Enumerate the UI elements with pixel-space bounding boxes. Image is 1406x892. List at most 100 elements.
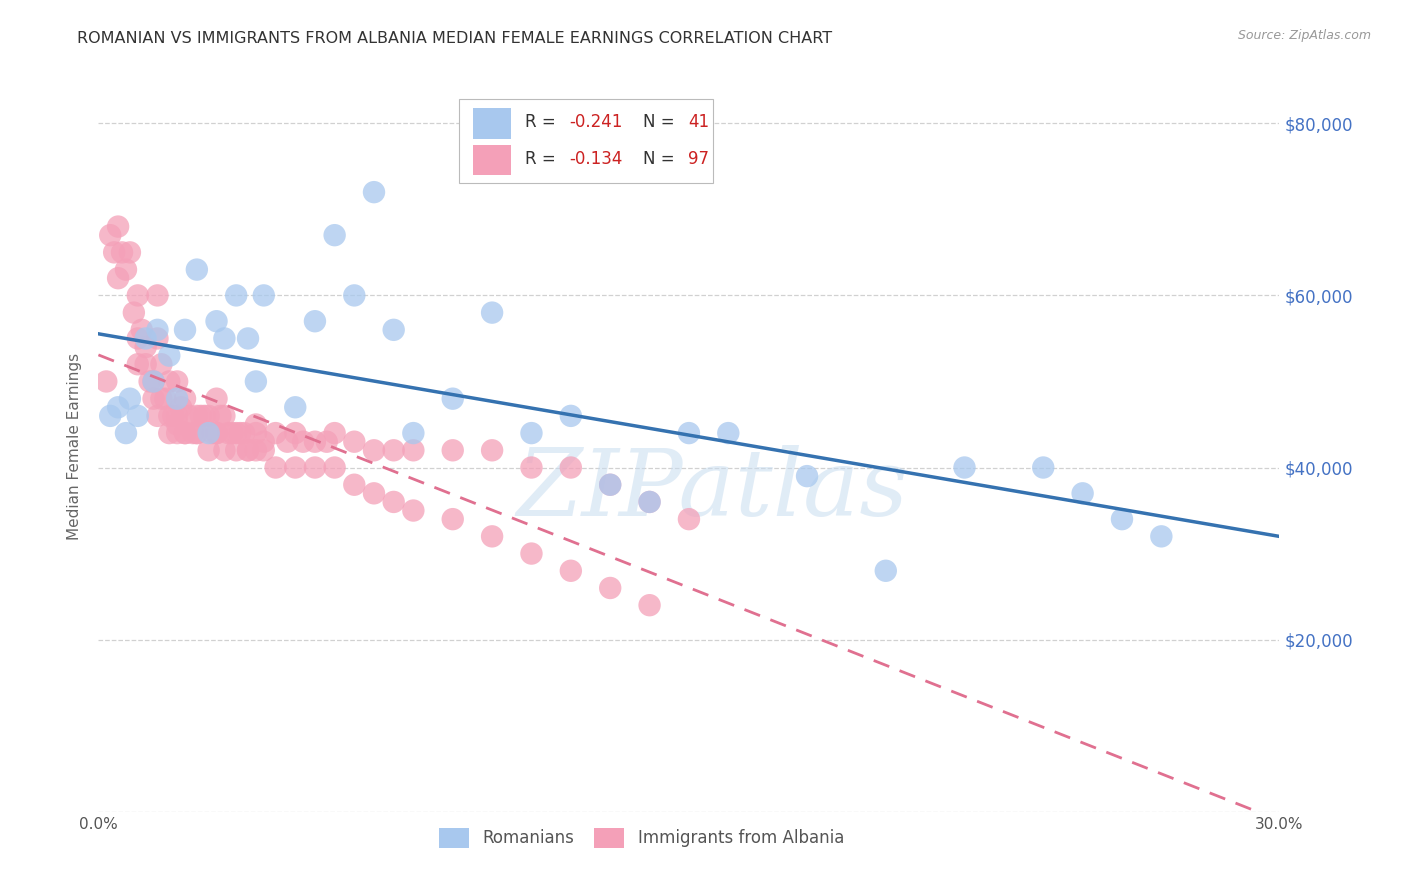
Point <box>253 288 276 302</box>
Point <box>135 357 157 371</box>
Point <box>205 426 228 441</box>
Point <box>1150 529 1173 543</box>
Point <box>157 349 180 363</box>
Point <box>520 426 543 441</box>
Point <box>599 477 621 491</box>
Point <box>146 331 169 345</box>
Point <box>225 288 247 302</box>
Point <box>875 564 897 578</box>
Point <box>166 417 188 432</box>
Point <box>343 288 366 302</box>
Point <box>796 469 818 483</box>
Point <box>138 375 160 389</box>
Point <box>236 443 259 458</box>
Point <box>233 426 256 441</box>
Point <box>253 443 276 458</box>
Point <box>245 443 267 458</box>
Point <box>186 426 208 441</box>
Point <box>170 401 193 415</box>
Point <box>197 409 219 423</box>
Point <box>284 401 307 415</box>
FancyBboxPatch shape <box>458 99 713 183</box>
Point <box>131 323 153 337</box>
Text: 41: 41 <box>688 113 709 131</box>
Point <box>292 434 315 449</box>
Point <box>111 245 134 260</box>
Point <box>174 323 197 337</box>
Point <box>560 460 582 475</box>
Point <box>520 460 543 475</box>
Point <box>127 288 149 302</box>
Point <box>174 426 197 441</box>
Point <box>127 331 149 345</box>
Point <box>236 443 259 458</box>
Legend: Romanians, Immigrants from Albania: Romanians, Immigrants from Albania <box>433 821 851 855</box>
Point <box>276 434 298 449</box>
Point <box>155 392 177 406</box>
Point <box>177 409 200 423</box>
Point <box>323 426 346 441</box>
Point <box>127 357 149 371</box>
Point <box>343 477 366 491</box>
Text: -0.241: -0.241 <box>569 113 623 131</box>
Point <box>638 495 661 509</box>
Point <box>135 340 157 354</box>
Text: -0.134: -0.134 <box>569 150 623 168</box>
Point <box>214 443 236 458</box>
Point <box>157 409 180 423</box>
Point <box>127 409 149 423</box>
Point <box>118 245 141 260</box>
Point <box>1032 460 1054 475</box>
Text: R =: R = <box>524 113 555 131</box>
Point <box>197 426 219 441</box>
Point <box>157 426 180 441</box>
Point <box>678 512 700 526</box>
Point <box>264 426 287 441</box>
Point <box>115 262 138 277</box>
Point <box>214 409 236 423</box>
Point <box>225 426 247 441</box>
Point <box>382 323 405 337</box>
Point <box>146 409 169 423</box>
Point <box>205 426 228 441</box>
Point <box>209 409 232 423</box>
Point <box>481 529 503 543</box>
Point <box>181 426 204 441</box>
Point <box>221 426 243 441</box>
Point <box>441 392 464 406</box>
Point <box>236 331 259 345</box>
Point <box>135 331 157 345</box>
Point <box>166 409 188 423</box>
Point <box>162 409 184 423</box>
Point <box>118 392 141 406</box>
Point <box>481 443 503 458</box>
Point <box>402 426 425 441</box>
Point <box>264 460 287 475</box>
Point <box>245 426 267 441</box>
Point <box>363 443 385 458</box>
Point <box>107 401 129 415</box>
Point <box>284 426 307 441</box>
Point <box>166 392 188 406</box>
Point <box>190 409 212 423</box>
Point <box>174 426 197 441</box>
Point <box>717 426 740 441</box>
Point <box>1071 486 1094 500</box>
Point <box>103 245 125 260</box>
Point <box>304 314 326 328</box>
Point <box>363 486 385 500</box>
Point <box>157 375 180 389</box>
Point <box>186 262 208 277</box>
Text: ROMANIAN VS IMMIGRANTS FROM ALBANIA MEDIAN FEMALE EARNINGS CORRELATION CHART: ROMANIAN VS IMMIGRANTS FROM ALBANIA MEDI… <box>77 31 832 46</box>
Point <box>146 323 169 337</box>
Point <box>953 460 976 475</box>
Point <box>402 443 425 458</box>
Point <box>166 375 188 389</box>
Point <box>166 426 188 441</box>
Point <box>205 314 228 328</box>
Point <box>363 185 385 199</box>
Point <box>638 598 661 612</box>
Point <box>122 305 145 319</box>
Point <box>638 495 661 509</box>
Point <box>481 305 503 319</box>
